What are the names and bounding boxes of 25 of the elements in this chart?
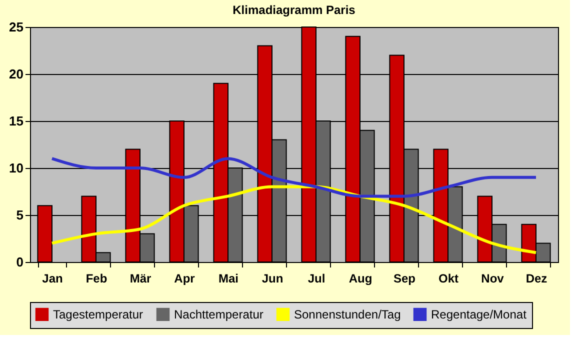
x-tick-label: Jun (262, 272, 284, 286)
y-tick-label: 5 (16, 208, 24, 222)
x-tick-label: Dez (526, 272, 548, 286)
x-tick-label: Mai (218, 272, 239, 286)
x-tick-label: Sep (393, 272, 416, 286)
x-tick-label: Aug (348, 272, 372, 286)
y-tick-label: 10 (9, 160, 24, 176)
x-tick-label: Jan (42, 272, 63, 286)
y-tick-label: 15 (9, 114, 24, 128)
legend-label: Regentage/Monat (431, 307, 528, 322)
y-tick-label: 0 (16, 254, 24, 270)
chart-title: Klimadiagramm Paris (232, 3, 356, 17)
x-tick-label: Feb (86, 272, 108, 286)
legend-label: Tagestemperatur (53, 307, 144, 322)
line-series (50, 157, 538, 198)
legend-label: Nachttemperatur (174, 307, 264, 322)
x-tick-label: Jul (308, 272, 326, 286)
x-tick-label: Mär (130, 272, 152, 286)
x-tick-label: Nov (481, 272, 504, 286)
legend-label: Sonnenstunden/Tag (294, 307, 401, 322)
line-series (50, 185, 538, 254)
x-tick-label: Apr (174, 272, 196, 286)
y-tick-label: 20 (9, 66, 24, 82)
y-tick-label: 25 (9, 20, 24, 34)
x-tick-label: Okt (438, 272, 459, 286)
